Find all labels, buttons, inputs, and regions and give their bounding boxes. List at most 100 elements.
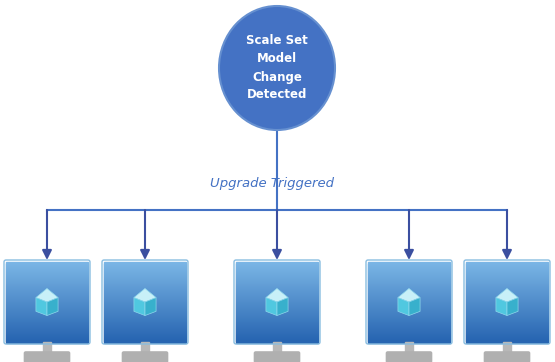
Bar (6, 282, 88, 285)
Bar (236, 334, 318, 337)
Bar (368, 306, 450, 308)
Bar (6, 304, 88, 307)
Bar (104, 274, 186, 277)
Bar (6, 298, 88, 300)
Bar (236, 292, 318, 295)
Bar (466, 294, 548, 296)
Bar (236, 320, 318, 323)
Bar (236, 324, 318, 327)
Bar (405, 342, 413, 353)
Bar (236, 266, 318, 269)
Bar (104, 298, 186, 300)
Polygon shape (134, 298, 145, 316)
Bar (368, 302, 450, 304)
Bar (236, 276, 318, 278)
Bar (236, 322, 318, 324)
Bar (466, 264, 548, 266)
Bar (104, 268, 186, 270)
Bar (104, 336, 186, 338)
Bar (466, 332, 548, 334)
Text: Upgrade Triggered: Upgrade Triggered (210, 177, 334, 189)
Bar (466, 334, 548, 337)
Polygon shape (145, 298, 156, 316)
Bar (236, 288, 318, 290)
Bar (104, 296, 186, 299)
Bar (368, 330, 450, 333)
Polygon shape (36, 298, 47, 316)
Bar (236, 270, 318, 273)
Bar (466, 286, 548, 289)
Bar (104, 314, 186, 316)
Bar (6, 300, 88, 303)
Bar (368, 284, 450, 286)
Bar (6, 336, 88, 338)
Bar (6, 338, 88, 341)
Bar (466, 298, 548, 300)
Polygon shape (496, 289, 518, 302)
Polygon shape (496, 298, 507, 316)
Polygon shape (134, 289, 156, 302)
Bar (368, 286, 450, 289)
Bar (466, 328, 548, 331)
Bar (104, 306, 186, 308)
Bar (466, 340, 548, 342)
Bar (368, 268, 450, 270)
Bar (236, 330, 318, 333)
Bar (6, 340, 88, 342)
Bar (6, 286, 88, 289)
Bar (466, 308, 548, 311)
Bar (236, 264, 318, 266)
Bar (236, 326, 318, 328)
Bar (466, 338, 548, 341)
Bar (368, 292, 450, 295)
FancyBboxPatch shape (483, 351, 531, 362)
Bar (104, 330, 186, 333)
Bar (104, 312, 186, 315)
FancyBboxPatch shape (24, 351, 70, 362)
Bar (368, 338, 450, 341)
Bar (466, 316, 548, 319)
Bar (6, 324, 88, 327)
Bar (104, 294, 186, 296)
Bar (236, 332, 318, 334)
Bar (142, 342, 149, 353)
Bar (236, 290, 318, 292)
Bar (466, 272, 548, 274)
Bar (368, 308, 450, 311)
Bar (466, 320, 548, 323)
Bar (104, 304, 186, 307)
Bar (368, 340, 450, 342)
Bar (104, 326, 186, 328)
Bar (466, 282, 548, 285)
Bar (104, 264, 186, 266)
Bar (6, 272, 88, 274)
Bar (104, 288, 186, 290)
Bar (6, 262, 88, 265)
Bar (236, 328, 318, 331)
Bar (236, 274, 318, 277)
Bar (236, 316, 318, 319)
Bar (466, 330, 548, 333)
Bar (368, 288, 450, 290)
Bar (368, 270, 450, 273)
Text: Scale Set
Model
Change
Detected: Scale Set Model Change Detected (246, 34, 308, 101)
Bar (368, 322, 450, 324)
Polygon shape (47, 298, 58, 316)
Bar (466, 306, 548, 308)
Bar (104, 318, 186, 320)
Bar (368, 314, 450, 316)
Bar (6, 296, 88, 299)
FancyBboxPatch shape (254, 351, 300, 362)
Bar (6, 314, 88, 316)
Bar (104, 284, 186, 286)
Bar (466, 278, 548, 281)
Bar (6, 326, 88, 328)
Bar (368, 272, 450, 274)
Bar (6, 280, 88, 282)
Bar (104, 338, 186, 341)
Bar (368, 332, 450, 334)
Bar (368, 274, 450, 277)
Bar (236, 298, 318, 300)
Bar (236, 294, 318, 296)
Bar (104, 262, 186, 265)
